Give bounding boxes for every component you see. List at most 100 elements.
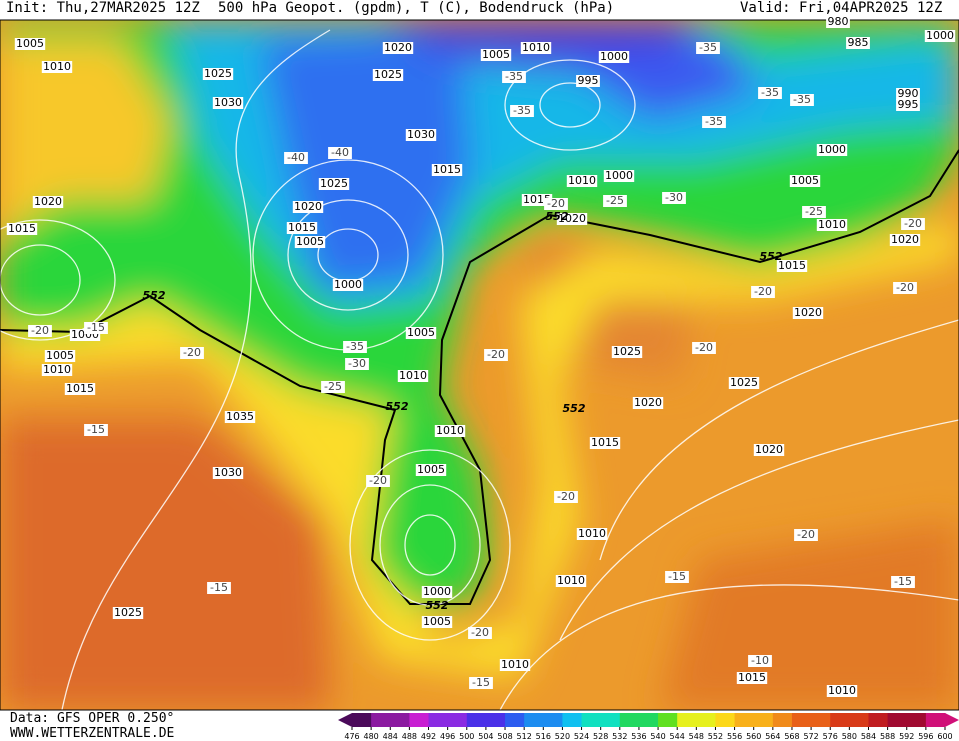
isobar-label: 1000	[926, 29, 954, 42]
isobar-label-box	[499, 659, 531, 671]
geopot-label: 552	[546, 210, 569, 223]
colorbar-tick-label: 548	[689, 732, 704, 741]
isobar-label: 995	[898, 98, 919, 111]
isobar-label-box	[556, 213, 588, 225]
colorbar-tick-label: 564	[765, 732, 780, 741]
isobar-label-box	[576, 528, 608, 540]
isobar-label: 990	[898, 87, 919, 100]
isobar-label: 1010	[43, 60, 71, 73]
temp-label-box	[321, 381, 345, 393]
temp-label-box	[345, 358, 369, 370]
colorbar-tick-label: 560	[746, 732, 761, 741]
isobar-label-box	[826, 685, 858, 697]
isobar-label-box	[415, 464, 447, 476]
temp-label: -30	[348, 357, 366, 370]
isobar-label-box	[598, 51, 630, 63]
isobar-label-box	[14, 38, 46, 50]
colorbar-tick-label: 556	[727, 732, 742, 741]
isobar-label-box	[776, 260, 808, 272]
colorbar-tick-label: 528	[593, 732, 608, 741]
isobar-label: 1015	[8, 222, 36, 235]
isobar-label: 1010	[568, 174, 596, 187]
valid-time: Valid: Fri,04APR2025 12Z	[740, 0, 943, 16]
isobar-label: 1010	[578, 527, 606, 540]
isobar-label: 1020	[755, 443, 783, 456]
colorbar-swatch	[562, 713, 583, 727]
temp-label: -20	[31, 324, 49, 337]
temp-label: -20	[695, 341, 713, 354]
isobar-label: 1015	[778, 259, 806, 272]
isobar-label: 1015	[738, 671, 766, 684]
colorbar-swatch	[543, 713, 563, 727]
colorbar-swatch	[658, 713, 678, 727]
geopot-label: 552	[760, 250, 783, 263]
colorbar-tick-label: 480	[363, 732, 378, 741]
temp-label: -40	[331, 146, 349, 159]
temp-label: -25	[324, 380, 342, 393]
colorbar-swatch	[505, 713, 525, 727]
isobar-label-box	[318, 178, 350, 190]
isobar-label: 1005	[296, 235, 324, 248]
isobar-label-box	[64, 383, 96, 395]
isobar-label-box	[566, 175, 598, 187]
isobar-label: 1010	[522, 41, 550, 54]
colorbar-swatch	[925, 713, 946, 727]
isobar-label-box	[728, 377, 760, 389]
isobar-label-box	[792, 307, 824, 319]
colorbar-tick-label: 592	[899, 732, 914, 741]
isobar-label: 1020	[891, 233, 919, 246]
colorbar-swatch	[428, 713, 449, 727]
colorbar-swatch	[677, 713, 697, 727]
temp-label-box	[696, 42, 720, 54]
isobar-label: 1005	[417, 463, 445, 476]
isobar-label-box	[41, 61, 73, 73]
temp-label: -15	[894, 575, 912, 588]
isobar-label: 1005	[482, 48, 510, 61]
colorbar-tick-label: 584	[861, 732, 876, 741]
temp-label-box	[758, 87, 782, 99]
colorbar-tick-label: 588	[880, 732, 895, 741]
geopot-label: 552	[143, 289, 166, 302]
isobar-label: 1030	[407, 128, 435, 141]
temp-label: -20	[183, 346, 201, 359]
isobar-label: 1035	[226, 410, 254, 423]
colorbar-arrow-right	[945, 713, 959, 727]
colorbar-swatch	[581, 713, 602, 727]
isobar-label: 985	[848, 36, 869, 49]
colorbar-tick-label: 532	[612, 732, 627, 741]
isobar-label: 1010	[557, 574, 585, 587]
colorbar-swatch	[887, 713, 908, 727]
colorbar-swatch	[638, 713, 659, 727]
isobar-label-box	[632, 397, 664, 409]
colorbar-tick-label: 476	[344, 732, 359, 741]
isobar-label: 1000	[600, 50, 628, 63]
temp-label: -20	[547, 197, 565, 210]
colorbar-swatch	[619, 713, 640, 727]
isobar-label-box	[431, 164, 463, 176]
isobar-label: 1025	[613, 345, 641, 358]
colorbar-tick-label: 496	[440, 732, 455, 741]
isobar-label-box	[480, 49, 512, 61]
temp-label: -35	[761, 86, 779, 99]
colorbar-tick-label: 500	[459, 732, 474, 741]
colorbar-tick-label: 484	[383, 732, 398, 741]
temp-label: -20	[369, 474, 387, 487]
temp-label-box	[692, 342, 716, 354]
colorbar-swatch	[906, 713, 927, 727]
temp-label-box	[328, 147, 352, 159]
init-time: Init: Thu,27MAR2025 12Z	[6, 0, 200, 16]
colorbar-swatch	[696, 713, 716, 727]
colorbar: 476 480 484 488 492 496 500 504 508 512 516 520 524 5…	[338, 713, 959, 741]
colorbar-tick-label: 544	[670, 732, 685, 741]
isobar-label-box	[224, 411, 256, 423]
temp-label: -20	[487, 348, 505, 361]
colorbar-swatch	[791, 713, 812, 727]
isobar-label-box	[382, 42, 414, 54]
temp-label-box	[662, 192, 686, 204]
temp-label-box	[751, 286, 775, 298]
isobar-label: 995	[578, 74, 599, 87]
temp-label-box	[84, 322, 108, 334]
isobar-label: 980	[828, 15, 849, 28]
temp-label-box	[790, 94, 814, 106]
